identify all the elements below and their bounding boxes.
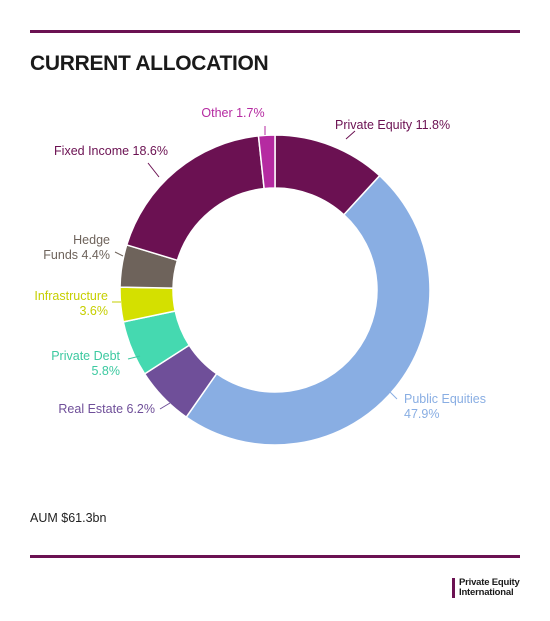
data-label-private-equity: Private Equity 11.8% (335, 118, 450, 132)
slice-other (257, 134, 276, 190)
slice-public-equities (185, 174, 431, 446)
leader-line-fixed-income (147, 162, 160, 178)
data-label-public-equities: 47.9% (404, 407, 439, 421)
data-label-hedge-funds: Hedge (73, 233, 110, 247)
aum-text: AUM $61.3bn (30, 511, 107, 525)
data-label-infrastructure: 3.6% (80, 304, 109, 318)
allocation-donut-chart: Private Equity 11.8% Public Equities47.9%… (34, 106, 486, 446)
data-label-other: Other 1.7% (201, 106, 264, 120)
page-title: CURRENT ALLOCATION (30, 52, 269, 75)
brand-line-2: International (459, 587, 514, 598)
data-label-real-estate: Real Estate 6.2% (58, 402, 155, 416)
data-label-fixed-income: Fixed Income 18.6% (54, 144, 168, 158)
data-label-public-equities: Public Equities (404, 392, 486, 406)
brand-logo: Private Equity International (452, 578, 520, 598)
bottom-rule (30, 555, 520, 558)
leader-line-hedge-funds (114, 251, 124, 257)
leader-line-private-equity (345, 130, 356, 140)
leader-line-real-estate (159, 402, 171, 410)
leader-line-private-debt (127, 355, 141, 360)
data-label-private-debt: Private Debt (51, 349, 120, 363)
data-label-infrastructure: Infrastructure (34, 289, 108, 303)
leader-line-public-equities (386, 388, 398, 400)
data-label-private-debt: 5.8% (92, 364, 121, 378)
data-label-hedge-funds: Funds 4.4% (43, 248, 110, 262)
brand-line-1: Private Equity (459, 577, 520, 588)
top-rule (30, 30, 520, 33)
